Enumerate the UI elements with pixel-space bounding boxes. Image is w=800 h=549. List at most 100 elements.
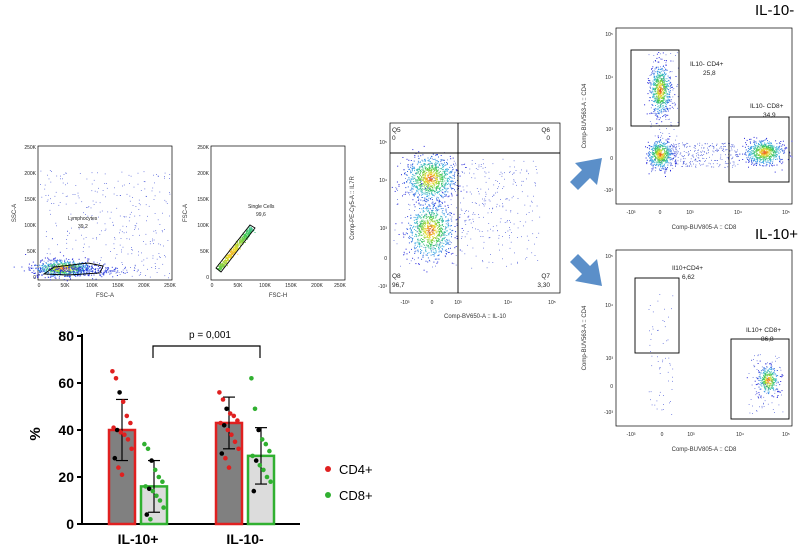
event-dot bbox=[509, 247, 511, 249]
event-dot bbox=[526, 235, 528, 237]
event-dot bbox=[657, 90, 659, 92]
event-dot bbox=[95, 268, 97, 270]
event-dot bbox=[446, 220, 448, 222]
event-dot bbox=[430, 169, 431, 171]
event-dot bbox=[50, 262, 52, 264]
event-dot bbox=[656, 142, 658, 144]
event-dot bbox=[154, 263, 156, 264]
event-dot bbox=[656, 77, 658, 79]
event-dot bbox=[427, 252, 429, 254]
event-dot bbox=[661, 112, 663, 114]
event-dot bbox=[422, 243, 424, 245]
event-dot bbox=[526, 257, 528, 258]
event-dot bbox=[476, 188, 478, 189]
event-dot bbox=[68, 262, 70, 264]
event-dot bbox=[47, 260, 49, 262]
event-dot bbox=[427, 241, 429, 243]
event-dot bbox=[674, 103, 676, 105]
event-dot bbox=[478, 217, 480, 218]
event-dot bbox=[662, 116, 664, 117]
event-dot bbox=[658, 161, 660, 163]
event-dot bbox=[536, 205, 538, 207]
event-dot bbox=[658, 165, 660, 166]
event-dot bbox=[468, 219, 470, 221]
event-dot bbox=[445, 168, 446, 170]
event-dot bbox=[495, 180, 497, 181]
event-dot bbox=[437, 170, 438, 172]
event-dot bbox=[451, 193, 453, 195]
event-dot bbox=[436, 170, 438, 172]
event-dot bbox=[659, 154, 661, 156]
event-dot bbox=[60, 266, 62, 268]
event-dot bbox=[417, 200, 419, 201]
event-dot bbox=[534, 255, 536, 256]
event-dot bbox=[663, 85, 665, 87]
event-dot bbox=[468, 215, 470, 217]
event-dot bbox=[28, 268, 30, 270]
event-dot bbox=[119, 232, 120, 234]
event-dot bbox=[151, 190, 153, 192]
event-dot bbox=[425, 228, 427, 230]
event-dot bbox=[418, 198, 420, 200]
event-dot bbox=[426, 183, 428, 185]
event-dot bbox=[129, 213, 131, 215]
event-dot bbox=[124, 272, 126, 274]
event-dot bbox=[415, 247, 417, 249]
event-dot bbox=[404, 174, 406, 175]
event-dot bbox=[99, 202, 101, 204]
event-dot bbox=[455, 164, 457, 166]
event-dot bbox=[251, 228, 253, 230]
event-dot bbox=[434, 234, 436, 236]
event-dot bbox=[535, 166, 537, 167]
event-dot bbox=[75, 273, 77, 275]
event-dot bbox=[59, 260, 61, 262]
event-dot bbox=[441, 225, 443, 227]
event-dot bbox=[502, 236, 503, 237]
event-dot bbox=[119, 274, 121, 275]
event-dot bbox=[422, 192, 424, 194]
event-dot bbox=[92, 219, 94, 221]
event-dot bbox=[134, 229, 135, 230]
event-dot bbox=[651, 164, 653, 166]
event-dot bbox=[516, 184, 517, 186]
event-dot bbox=[656, 57, 658, 59]
event-dot bbox=[43, 260, 45, 262]
event-dot bbox=[228, 255, 230, 256]
event-dot bbox=[444, 171, 446, 173]
event-dot bbox=[219, 265, 221, 267]
event-dot bbox=[406, 158, 408, 160]
event-dot bbox=[509, 237, 510, 239]
event-dot bbox=[660, 89, 661, 91]
event-dot bbox=[426, 225, 428, 227]
event-dot bbox=[410, 260, 412, 262]
event-dot bbox=[73, 270, 75, 272]
event-dot bbox=[422, 219, 424, 221]
event-dot bbox=[105, 269, 107, 271]
event-dot bbox=[418, 240, 420, 242]
event-dot bbox=[105, 270, 107, 272]
event-dot bbox=[433, 228, 434, 230]
event-dot bbox=[404, 173, 405, 175]
event-dot bbox=[47, 263, 49, 265]
event-dot bbox=[217, 265, 219, 267]
event-dot bbox=[41, 259, 43, 260]
event-dot bbox=[438, 247, 440, 249]
event-dot bbox=[656, 99, 658, 101]
event-dot bbox=[100, 275, 102, 277]
event-dot bbox=[74, 272, 76, 274]
event-dot bbox=[434, 167, 436, 169]
event-dot bbox=[662, 102, 664, 104]
event-dot bbox=[135, 225, 137, 227]
event-dot bbox=[156, 272, 158, 273]
event-dot bbox=[428, 228, 430, 230]
event-dot bbox=[432, 176, 434, 178]
event-dot bbox=[655, 66, 657, 68]
event-dot bbox=[409, 194, 410, 196]
event-dot bbox=[449, 212, 451, 213]
event-dot bbox=[661, 80, 662, 82]
event-dot bbox=[87, 260, 89, 262]
event-dot bbox=[417, 192, 419, 194]
event-dot bbox=[663, 159, 664, 160]
event-dot bbox=[445, 223, 447, 225]
event-dot bbox=[72, 265, 74, 267]
